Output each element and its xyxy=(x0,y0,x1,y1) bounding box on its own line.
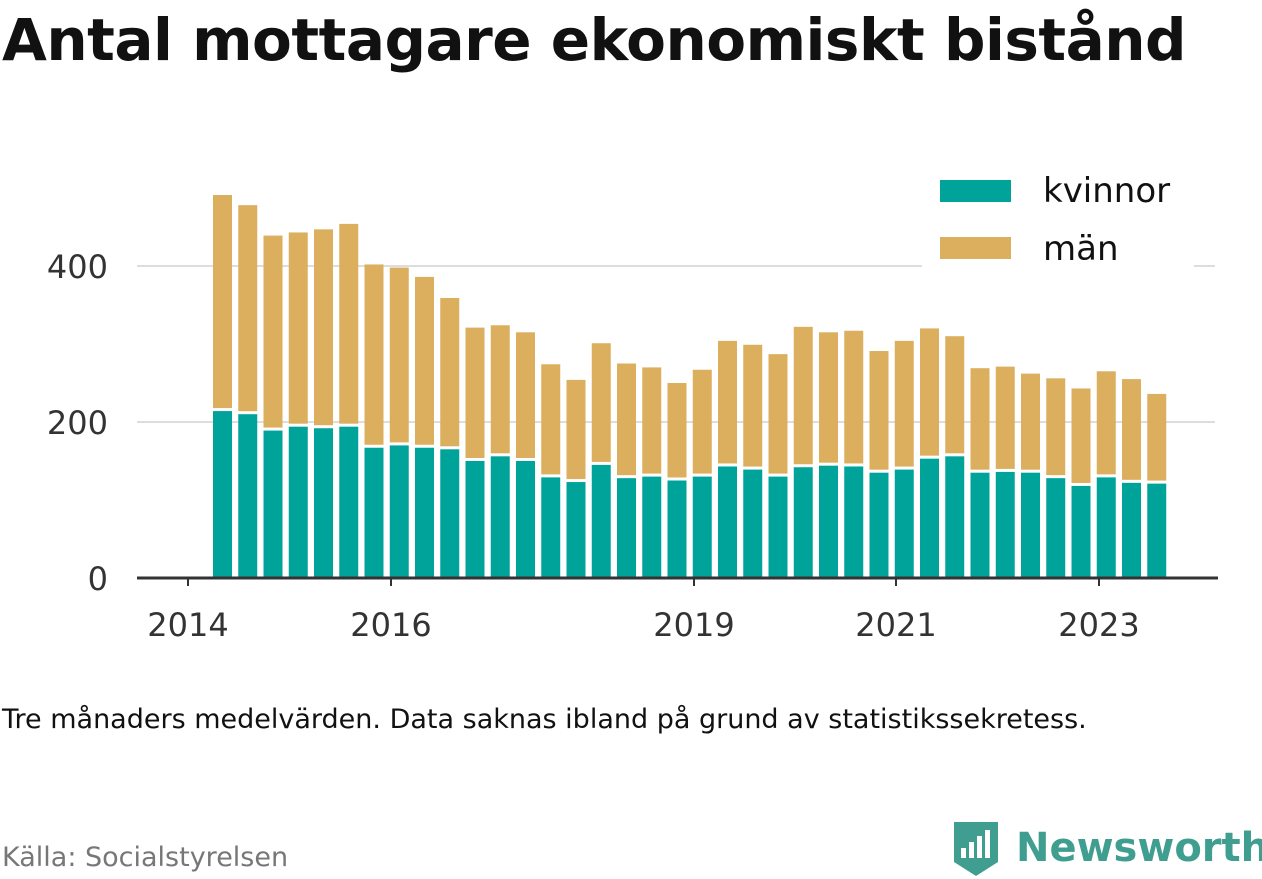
bar-man xyxy=(617,363,636,476)
brand-logo[interactable]: Newsworthy xyxy=(950,818,1262,878)
bar-kvinnor xyxy=(314,428,333,578)
bar-man xyxy=(490,325,510,454)
bar-man xyxy=(819,332,838,463)
bar-kvinnor xyxy=(1147,483,1167,578)
bar-kvinnor xyxy=(490,456,510,578)
bar-kvinnor xyxy=(465,461,485,578)
bar-kvinnor xyxy=(541,477,561,578)
x-tick-label: 2016 xyxy=(350,606,431,644)
bar-man xyxy=(566,379,586,480)
bar-man xyxy=(793,326,813,465)
bar-kvinnor xyxy=(894,469,914,578)
legend-label-kvinnor: kvinnor xyxy=(1043,171,1170,211)
bar-man xyxy=(970,368,990,470)
legend-swatch-man xyxy=(940,237,1011,259)
bar-kvinnor xyxy=(238,414,258,578)
bar-kvinnor xyxy=(440,449,460,578)
bar-kvinnor xyxy=(667,480,687,578)
bar-kvinnor xyxy=(844,466,864,578)
bar-man xyxy=(263,235,283,428)
bar-man xyxy=(314,229,333,426)
bar-man xyxy=(591,343,611,462)
bar-man xyxy=(1096,371,1116,475)
bar-man xyxy=(692,369,712,474)
chart-title: Antal mottagare ekonomiskt bistånd xyxy=(2,6,1187,74)
bar-kvinnor xyxy=(516,461,535,578)
y-tick-label: 400 xyxy=(47,248,108,286)
bar-kvinnor xyxy=(995,471,1015,578)
bar-kvinnor xyxy=(1096,477,1116,578)
bar-kvinnor xyxy=(819,465,838,578)
bar-kvinnor xyxy=(768,476,788,578)
bar-kvinnor xyxy=(793,467,813,578)
chart-note: Tre månaders medelvärden. Data saknas ib… xyxy=(2,704,1087,735)
bar-kvinnor xyxy=(1046,478,1066,578)
bar-man xyxy=(440,297,460,447)
legend-label-man: män xyxy=(1043,229,1119,269)
bar-man xyxy=(389,267,409,443)
bar-man xyxy=(465,327,485,458)
brand-name: Newsworthy xyxy=(1016,825,1262,871)
bar-kvinnor xyxy=(920,458,939,578)
bar-man xyxy=(642,367,662,474)
bar-kvinnor xyxy=(718,466,737,578)
bar-kvinnor xyxy=(642,476,662,578)
newsworthy-logo-icon xyxy=(954,822,998,876)
legend-swatch-kvinnor xyxy=(940,180,1011,202)
bar-man xyxy=(1071,388,1091,483)
bar-man xyxy=(995,366,1015,469)
x-tick-label: 2021 xyxy=(855,606,936,644)
bar-man xyxy=(920,328,939,456)
bar-man xyxy=(1147,393,1167,481)
bar-man xyxy=(1046,378,1066,476)
bar-man xyxy=(869,351,889,470)
bar-man xyxy=(768,354,788,474)
bar-kvinnor xyxy=(263,430,283,578)
bar-man xyxy=(667,383,687,478)
bar-man xyxy=(516,332,535,458)
bar-kvinnor xyxy=(1071,485,1091,578)
bar-kvinnor xyxy=(389,445,409,578)
bar-kvinnor xyxy=(591,464,611,578)
bar-man xyxy=(238,205,258,412)
bar-man xyxy=(1021,373,1040,470)
bar-kvinnor xyxy=(364,447,384,578)
bar-man xyxy=(213,195,232,409)
bar-man xyxy=(844,330,864,464)
bar-kvinnor xyxy=(339,426,359,578)
bar-man xyxy=(364,264,384,445)
bar-man xyxy=(894,340,914,467)
bar-kvinnor xyxy=(288,426,308,578)
source-text: Källa: Socialstyrelsen xyxy=(2,842,289,873)
bar-kvinnor xyxy=(617,478,636,578)
bar-man xyxy=(743,344,763,467)
bar-man xyxy=(945,336,965,454)
bar-man xyxy=(541,364,561,475)
bar-kvinnor xyxy=(1021,472,1040,578)
bar-kvinnor xyxy=(970,472,990,578)
bar-man xyxy=(415,276,434,445)
y-tick-label: 0 xyxy=(88,560,108,598)
bar-man xyxy=(1122,379,1141,480)
bar-man xyxy=(339,223,359,424)
stacked-bar-chart: 0 200 400 2014 2016 2019 2021 2023 kvinnor män xyxy=(47,168,1218,644)
bar-kvinnor xyxy=(1122,482,1141,578)
bar-kvinnor xyxy=(415,447,434,578)
bar-kvinnor xyxy=(869,472,889,578)
bar-kvinnor xyxy=(945,456,965,578)
x-tick-label: 2019 xyxy=(653,606,734,644)
bar-kvinnor xyxy=(692,476,712,578)
bar-kvinnor xyxy=(213,411,232,578)
bar-kvinnor xyxy=(566,482,586,578)
bar-man xyxy=(288,232,308,424)
y-tick-label: 200 xyxy=(47,404,108,442)
bar-kvinnor xyxy=(743,469,763,578)
x-tick-label: 2023 xyxy=(1058,606,1139,644)
bar-man xyxy=(718,340,737,464)
x-tick-label: 2014 xyxy=(147,606,228,644)
